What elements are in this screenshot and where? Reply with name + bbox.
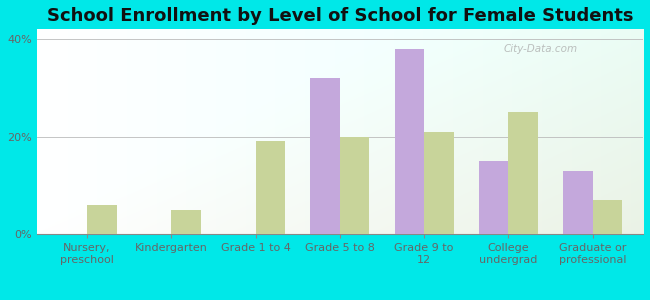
Bar <box>255 141 285 234</box>
Bar <box>563 171 593 234</box>
Bar <box>87 205 116 234</box>
Bar <box>424 132 454 234</box>
Title: School Enrollment by Level of School for Female Students: School Enrollment by Level of School for… <box>47 7 633 25</box>
Bar <box>395 49 424 234</box>
Bar <box>172 210 201 234</box>
Text: City-Data.com: City-Data.com <box>504 44 578 54</box>
Bar <box>508 112 538 234</box>
Bar <box>310 78 340 234</box>
Bar <box>479 161 508 234</box>
Bar <box>340 136 369 234</box>
Bar <box>593 200 622 234</box>
